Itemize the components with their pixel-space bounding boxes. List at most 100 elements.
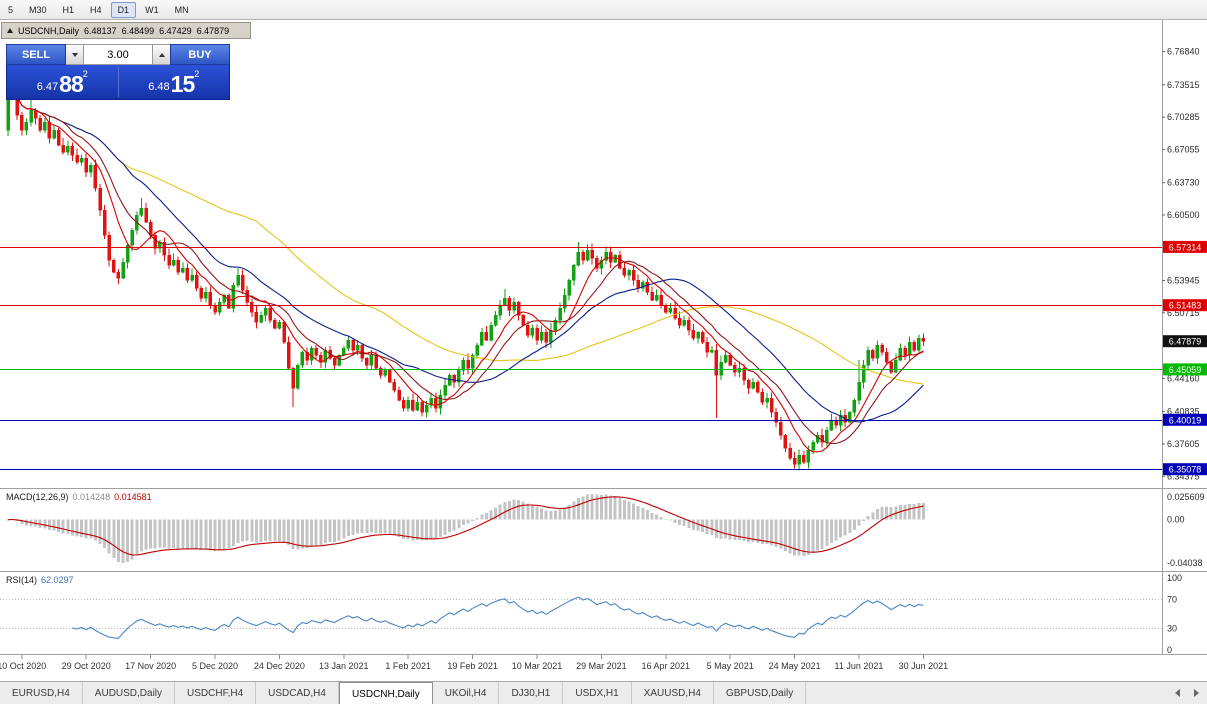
chart-tab-ukoil-h4[interactable]: UKOil,H4 bbox=[433, 682, 500, 704]
svg-text:0: 0 bbox=[1167, 645, 1172, 655]
svg-text:19 Feb 2021: 19 Feb 2021 bbox=[447, 661, 498, 671]
tab-navigation bbox=[1170, 686, 1203, 699]
price-divider bbox=[117, 67, 119, 97]
sell-button[interactable]: SELL bbox=[6, 44, 66, 65]
price-chart-canvas[interactable]: 6.76840 6.73515 6.70285 6.67055 6.63730 6.605… bbox=[0, 0, 1207, 681]
macd-indicator-label: MACD(12,26,9) 0.014248 0.014581 bbox=[6, 492, 152, 502]
rsi-name: RSI(14) bbox=[6, 575, 38, 585]
chart-tab-usdx-h1[interactable]: USDX,H1 bbox=[563, 682, 632, 704]
price-badges: 6.57314 6.51483 6.45059 6.40019 6.35078 6.478… bbox=[1163, 240, 1207, 476]
one-click-trading-panel: SELL BUY 6.47 88 2 6.48 15 2 bbox=[6, 44, 230, 100]
date-axis-labels[interactable]: 10 Oct 2020 29 Oct 2020 17 Nov 2020 5 Dec 2… bbox=[0, 655, 948, 671]
svg-text:5 May 2021: 5 May 2021 bbox=[707, 661, 754, 671]
tabs-scroll-left-button[interactable] bbox=[1170, 686, 1184, 699]
chart-tab-audusd-daily[interactable]: AUDUSD,Daily bbox=[83, 682, 176, 704]
svg-text:10 Oct 2020: 10 Oct 2020 bbox=[0, 661, 46, 671]
up-arrow-icon bbox=[158, 52, 165, 57]
macd-signal-line bbox=[7, 496, 924, 556]
svg-text:6.45059: 6.45059 bbox=[1169, 365, 1202, 375]
svg-text:13 Jan 2021: 13 Jan 2021 bbox=[319, 661, 369, 671]
buy-price-pip-digit: 2 bbox=[194, 69, 200, 79]
svg-text:29 Oct 2020: 29 Oct 2020 bbox=[62, 661, 111, 671]
volume-decrease-button[interactable] bbox=[66, 44, 83, 65]
timeframe-h4[interactable]: H4 bbox=[90, 4, 102, 15]
chart-tab-usdcad-h4[interactable]: USDCAD,H4 bbox=[256, 682, 339, 704]
moving-averages bbox=[7, 87, 924, 453]
ohlc-open: 6.48137 bbox=[84, 25, 117, 36]
chart-title-bar: USDCNH,Daily 6.48137 6.48499 6.47429 6.4… bbox=[1, 22, 251, 39]
svg-text:100: 100 bbox=[1167, 573, 1182, 583]
svg-text:6.51483: 6.51483 bbox=[1169, 301, 1202, 311]
down-arrow-icon bbox=[71, 52, 78, 57]
svg-text:24 May 2021: 24 May 2021 bbox=[769, 661, 821, 671]
svg-text:0.025609: 0.025609 bbox=[1167, 492, 1205, 502]
price-axis-labels[interactable]: 6.76840 6.73515 6.70285 6.67055 6.63730 6.605… bbox=[1162, 47, 1200, 482]
chart-collapse-triangle-icon[interactable] bbox=[7, 28, 13, 33]
sell-price-display[interactable]: 6.47 88 2 bbox=[7, 65, 118, 99]
macd-pane bbox=[0, 489, 1162, 571]
svg-text:30: 30 bbox=[1167, 623, 1177, 633]
scroll-left-icon bbox=[1174, 688, 1180, 697]
macd-axis-labels[interactable]: 0.025609 0.00 -0.04038 bbox=[1167, 492, 1205, 568]
chart-tab-dj30-h1[interactable]: DJ30,H1 bbox=[499, 682, 564, 704]
sell-price-big-digits: 88 bbox=[59, 71, 84, 97]
svg-text:6.60500: 6.60500 bbox=[1167, 210, 1200, 220]
price-axis-area bbox=[1163, 19, 1207, 681]
svg-text:10 Mar 2021: 10 Mar 2021 bbox=[512, 661, 563, 671]
svg-text:6.63730: 6.63730 bbox=[1167, 178, 1200, 188]
buy-price-display[interactable]: 6.48 15 2 bbox=[119, 65, 230, 99]
chart-tab-usdcnh-daily[interactable]: USDCNH,Daily bbox=[338, 682, 433, 704]
rsi-pane bbox=[0, 572, 1162, 654]
svg-text:6.40019: 6.40019 bbox=[1169, 415, 1202, 425]
svg-text:6.73515: 6.73515 bbox=[1167, 80, 1200, 90]
macd-main-value: 0.014248 bbox=[72, 492, 111, 502]
macd-histogram bbox=[6, 494, 925, 563]
svg-text:17 Nov 2020: 17 Nov 2020 bbox=[125, 661, 176, 671]
volume-input[interactable] bbox=[83, 44, 153, 65]
chart-panes[interactable] bbox=[0, 19, 1207, 681]
macd-signal-value: 0.014581 bbox=[114, 492, 152, 502]
tabs-scroll-right-button[interactable] bbox=[1189, 686, 1203, 699]
ohlc-low: 6.47429 bbox=[159, 25, 192, 36]
svg-text:1 Feb 2021: 1 Feb 2021 bbox=[385, 661, 431, 671]
timeframe-mn[interactable]: MN bbox=[174, 4, 189, 15]
volume-increase-button[interactable] bbox=[153, 44, 170, 65]
chart-tab-bar: EURUSD,H4 AUDUSD,Daily USDCHF,H4 USDCAD,H4 U… bbox=[0, 681, 1207, 704]
svg-text:29 Mar 2021: 29 Mar 2021 bbox=[576, 661, 627, 671]
timeframe-toolbar: 5 M30 H1 H4 D1 W1 MN bbox=[0, 0, 1207, 20]
svg-text:6.70285: 6.70285 bbox=[1167, 112, 1200, 122]
chart-tab-gbpusd-daily[interactable]: GBPUSD,Daily bbox=[714, 682, 807, 704]
svg-text:6.35078: 6.35078 bbox=[1169, 465, 1202, 475]
buy-button[interactable]: BUY bbox=[170, 44, 230, 65]
trade-prices-row: 6.47 88 2 6.48 15 2 bbox=[6, 65, 230, 100]
horizontal-levels bbox=[0, 247, 1162, 470]
chart-symbol-label: USDCNH,Daily bbox=[18, 25, 80, 36]
svg-text:30 Jun 2021: 30 Jun 2021 bbox=[899, 661, 949, 671]
timeframe-w1[interactable]: W1 bbox=[145, 4, 159, 15]
macd-name: MACD(12,26,9) bbox=[6, 492, 69, 502]
svg-text:6.67055: 6.67055 bbox=[1167, 144, 1200, 154]
svg-text:6.47879: 6.47879 bbox=[1169, 337, 1202, 347]
svg-text:6.37605: 6.37605 bbox=[1167, 439, 1200, 449]
svg-text:0.00: 0.00 bbox=[1167, 515, 1185, 525]
svg-text:6.44160: 6.44160 bbox=[1167, 373, 1200, 383]
svg-text:6.53945: 6.53945 bbox=[1167, 276, 1200, 286]
trade-controls-row: SELL BUY bbox=[6, 44, 230, 65]
buy-price-big-digits: 15 bbox=[170, 71, 196, 97]
timeframe-d1[interactable]: D1 bbox=[110, 1, 137, 18]
svg-text:16 Apr 2021: 16 Apr 2021 bbox=[642, 661, 691, 671]
timeframe-5[interactable]: 5 bbox=[8, 4, 14, 15]
svg-text:6.40835: 6.40835 bbox=[1167, 407, 1200, 417]
chart-tab-eurusd-h4[interactable]: EURUSD,H4 bbox=[0, 682, 83, 704]
sell-price-pip-digit: 2 bbox=[82, 69, 88, 79]
chart-tab-xauusd-h4[interactable]: XAUUSD,H4 bbox=[632, 682, 714, 704]
svg-text:6.50715: 6.50715 bbox=[1167, 308, 1200, 318]
timeframe-m30[interactable]: M30 bbox=[29, 4, 47, 15]
svg-text:5 Dec 2020: 5 Dec 2020 bbox=[192, 661, 238, 671]
chart-tab-usdchf-h4[interactable]: USDCHF,H4 bbox=[175, 682, 257, 704]
timeframe-h1[interactable]: H1 bbox=[62, 4, 75, 15]
svg-text:6.76840: 6.76840 bbox=[1167, 47, 1200, 57]
rsi-axis-labels[interactable]: 100 70 30 0 bbox=[1167, 573, 1182, 655]
panel-borders bbox=[0, 19, 1207, 655]
